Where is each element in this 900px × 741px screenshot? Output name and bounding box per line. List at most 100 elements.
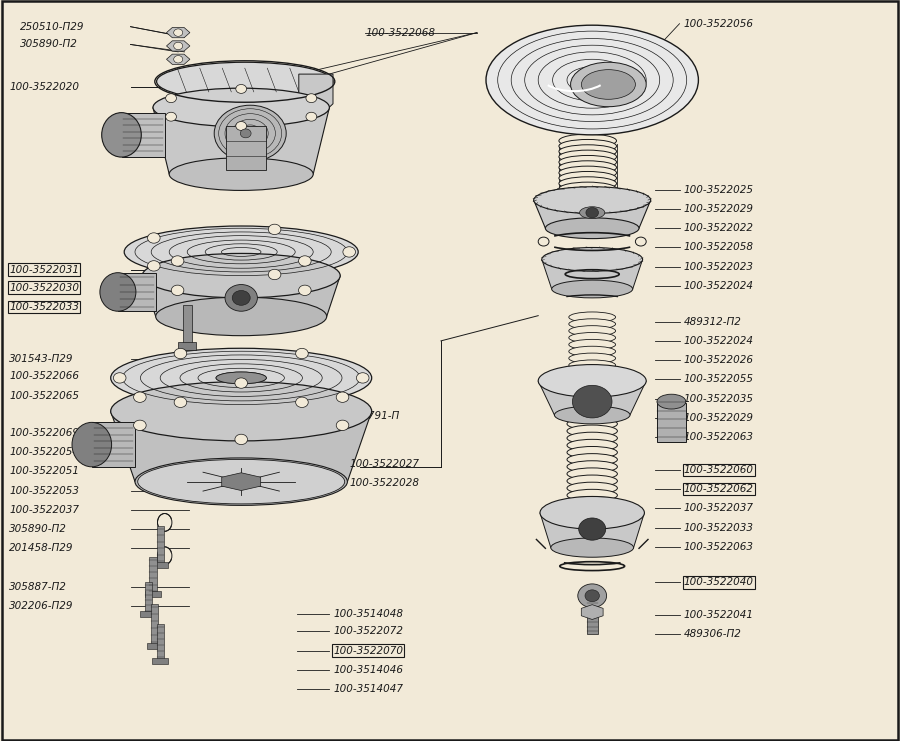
Ellipse shape — [567, 418, 617, 430]
Circle shape — [337, 420, 349, 431]
Ellipse shape — [571, 62, 646, 107]
Ellipse shape — [559, 150, 616, 164]
Ellipse shape — [567, 475, 617, 487]
Text: 100-3522033: 100-3522033 — [684, 522, 754, 533]
Ellipse shape — [559, 161, 616, 174]
Polygon shape — [111, 411, 372, 482]
Ellipse shape — [657, 394, 686, 409]
Ellipse shape — [559, 182, 616, 196]
Ellipse shape — [111, 382, 372, 441]
Circle shape — [578, 584, 607, 608]
Bar — [145, 591, 161, 597]
Ellipse shape — [142, 253, 340, 298]
Bar — [140, 611, 157, 617]
Circle shape — [572, 385, 612, 418]
Circle shape — [171, 256, 184, 266]
Circle shape — [148, 261, 160, 271]
Bar — [178, 342, 196, 350]
Ellipse shape — [551, 538, 634, 557]
Ellipse shape — [169, 158, 313, 190]
Text: 100-3522029: 100-3522029 — [684, 413, 754, 423]
Polygon shape — [92, 422, 135, 467]
Text: 201458-П29: 201458-П29 — [9, 543, 74, 554]
Ellipse shape — [569, 339, 616, 350]
Circle shape — [133, 392, 146, 402]
Circle shape — [585, 590, 599, 602]
Text: 100-3522023: 100-3522023 — [684, 262, 754, 272]
Text: 100-3522029: 100-3522029 — [684, 204, 754, 214]
Ellipse shape — [545, 218, 639, 239]
Text: 100-3522022: 100-3522022 — [684, 223, 754, 233]
Bar — [183, 305, 192, 346]
Ellipse shape — [135, 458, 347, 505]
Ellipse shape — [567, 425, 617, 437]
Text: 100-3522031: 100-3522031 — [9, 265, 79, 275]
Text: 100-3522025: 100-3522025 — [684, 185, 754, 195]
Ellipse shape — [153, 88, 329, 127]
Circle shape — [295, 397, 309, 408]
Circle shape — [240, 129, 251, 138]
Circle shape — [174, 56, 183, 63]
Text: 100-3522070: 100-3522070 — [333, 645, 403, 656]
Circle shape — [174, 42, 183, 50]
Text: 100-3522056: 100-3522056 — [684, 19, 754, 29]
Ellipse shape — [567, 453, 617, 465]
Polygon shape — [540, 513, 644, 548]
Bar — [151, 604, 158, 645]
Ellipse shape — [569, 312, 616, 322]
Text: 100-3522035: 100-3522035 — [684, 393, 754, 404]
Ellipse shape — [581, 70, 635, 99]
Ellipse shape — [569, 367, 616, 377]
Text: 305887-П2: 305887-П2 — [9, 582, 67, 592]
Ellipse shape — [111, 348, 372, 408]
Ellipse shape — [158, 547, 172, 565]
Ellipse shape — [486, 25, 698, 135]
Text: 100-3522028: 100-3522028 — [349, 478, 419, 488]
Circle shape — [337, 392, 349, 402]
Text: 100-3522069: 100-3522069 — [9, 428, 79, 438]
Circle shape — [306, 94, 317, 103]
Circle shape — [166, 94, 176, 103]
Circle shape — [171, 285, 184, 296]
Ellipse shape — [138, 459, 345, 504]
Polygon shape — [581, 605, 603, 619]
Text: 100-3522066: 100-3522066 — [9, 371, 79, 382]
Circle shape — [356, 373, 369, 383]
Text: 100-3522065: 100-3522065 — [9, 391, 79, 401]
Ellipse shape — [534, 187, 651, 213]
Text: 100-3522024: 100-3522024 — [684, 281, 754, 291]
Bar — [149, 557, 157, 593]
Ellipse shape — [542, 247, 643, 271]
Ellipse shape — [559, 144, 616, 158]
Text: 100-3522068: 100-3522068 — [365, 27, 436, 38]
Ellipse shape — [72, 422, 112, 467]
Text: 100-3522054: 100-3522054 — [9, 447, 79, 457]
Text: 100-3522060: 100-3522060 — [684, 465, 754, 475]
Circle shape — [635, 237, 646, 246]
Polygon shape — [122, 113, 165, 157]
Polygon shape — [538, 381, 646, 415]
Text: 100-3514048: 100-3514048 — [333, 608, 403, 619]
Text: 100-3522055: 100-3522055 — [684, 374, 754, 385]
Ellipse shape — [559, 171, 616, 185]
Polygon shape — [166, 54, 190, 64]
Polygon shape — [118, 273, 156, 311]
Circle shape — [299, 256, 311, 266]
Polygon shape — [221, 473, 261, 491]
Ellipse shape — [156, 297, 327, 336]
Circle shape — [174, 397, 187, 408]
Circle shape — [586, 207, 598, 218]
Ellipse shape — [124, 226, 358, 278]
Polygon shape — [534, 200, 651, 228]
Circle shape — [236, 84, 247, 93]
Circle shape — [268, 225, 281, 235]
Ellipse shape — [540, 496, 644, 529]
Ellipse shape — [567, 447, 617, 459]
Text: 100-3522058: 100-3522058 — [684, 242, 754, 253]
Ellipse shape — [569, 333, 616, 343]
Ellipse shape — [567, 489, 617, 501]
Bar — [226, 126, 266, 170]
Circle shape — [295, 348, 309, 359]
Bar — [157, 624, 164, 659]
Text: 100-3522072: 100-3522072 — [333, 626, 403, 637]
